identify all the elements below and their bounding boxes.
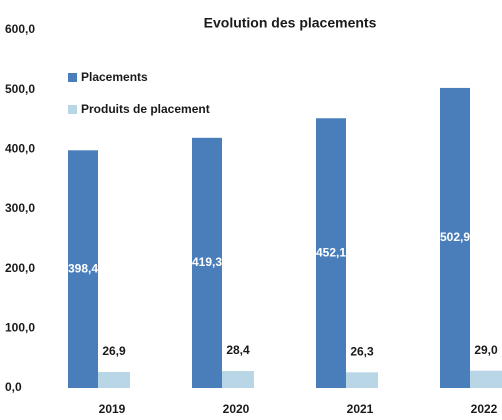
y-tick-label: 100,0 [5,321,35,335]
legend-label: Placements [81,70,148,84]
y-tick-label: 600,0 [5,22,35,36]
bar [68,150,98,388]
y-tick-label: 0,0 [5,380,22,394]
y-tick-label: 400,0 [5,142,35,156]
y-tick-label: 200,0 [5,261,35,275]
value-label: 26,3 [350,344,374,358]
bar [98,371,130,388]
bar [222,371,254,388]
value-label: 29,0 [474,343,498,357]
value-label: 26,9 [102,344,126,358]
x-tick-label: 2019 [99,402,126,416]
bar [470,370,502,388]
chart-title: Evolution des placements [204,15,377,31]
value-label: 398,4 [68,261,98,275]
y-tick-label: 500,0 [5,82,35,96]
x-tick-label: 2020 [223,402,250,416]
value-label: 419,3 [192,255,222,269]
bar [316,118,346,388]
legend-swatch [68,73,77,82]
value-label: 502,9 [440,230,470,244]
value-label: 28,4 [226,343,250,357]
bar [346,372,378,388]
legend-swatch [68,105,77,114]
bar [440,87,470,388]
legend-label: Produits de placement [81,102,210,116]
bar [192,137,222,388]
x-tick-label: 2022 [471,402,498,416]
y-tick-label: 300,0 [5,201,35,215]
x-tick-label: 2021 [347,402,374,416]
value-label: 452,1 [316,245,346,259]
